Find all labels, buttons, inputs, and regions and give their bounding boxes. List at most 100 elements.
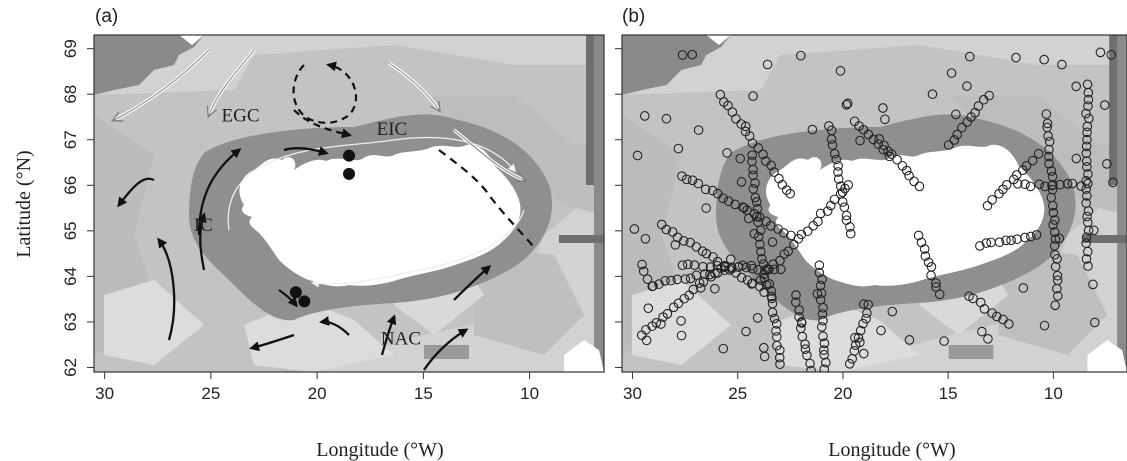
sample-marker [661, 224, 672, 235]
sample-marker [919, 244, 930, 254]
station-marker [343, 149, 355, 162]
sample-marker [962, 81, 972, 91]
sample-marker [816, 322, 827, 332]
current-label-ic: IC [194, 215, 213, 236]
sample-marker [1052, 283, 1062, 294]
sample-marker [1108, 177, 1118, 188]
station-marker [343, 167, 355, 180]
sample-marker [688, 284, 699, 295]
sample-marker [1083, 101, 1093, 111]
sample-marker [1034, 179, 1045, 190]
sample-marker [1088, 225, 1099, 236]
sample-marker [800, 339, 810, 349]
sample-marker [693, 178, 704, 189]
sample-marker [805, 358, 815, 369]
sample-marker [887, 306, 898, 317]
sample-marker [741, 326, 751, 337]
sample-marker [1083, 178, 1093, 189]
sample-marker [1081, 141, 1092, 152]
sample-marker [707, 185, 718, 196]
sample-marker [1042, 118, 1053, 129]
sample-marker [975, 241, 985, 251]
sample-marker [1048, 219, 1058, 230]
y-tick-label: 65 [61, 221, 80, 240]
y-tick-label: 62 [61, 358, 80, 377]
sample-marker [1050, 261, 1061, 272]
sample-marker [725, 265, 735, 275]
sample-marker [1021, 161, 1032, 171]
sample-marker [833, 167, 843, 177]
sample-marker [1082, 121, 1093, 132]
sample-marker [843, 98, 853, 109]
sample-marker [794, 305, 804, 315]
sample-marker [1057, 59, 1067, 70]
current-labels: EGC EIC IC NAC [194, 106, 421, 350]
sample-marker [762, 59, 773, 70]
sample-marker [1083, 169, 1093, 179]
sample-marker [769, 264, 780, 275]
sample-marker [679, 293, 690, 304]
sample-marker [698, 261, 708, 272]
current-label-eic: EIC [377, 119, 408, 140]
sample-marker [749, 228, 760, 239]
sample-marker [748, 183, 759, 194]
sample-marker [1102, 158, 1112, 169]
sample-marker [916, 237, 927, 248]
station-markers [289, 149, 355, 308]
panel-b: (b) [621, 6, 1127, 373]
sample-marker [817, 309, 828, 319]
sample-marker [699, 269, 710, 280]
y-tick-label: 69 [61, 39, 80, 58]
sample-marker [712, 260, 723, 271]
sample-marker [1047, 171, 1058, 182]
sample-marker [1053, 291, 1063, 301]
sample-marker [670, 239, 681, 250]
sample-marker [802, 226, 813, 237]
sample-marker [817, 274, 827, 285]
sample-marker [736, 272, 747, 283]
sample-marker [681, 174, 692, 185]
sample-marker [718, 343, 729, 354]
station-marker [298, 295, 311, 308]
sample-marker [727, 262, 737, 273]
sample-marker [673, 143, 684, 154]
sample-marker [656, 319, 666, 329]
sample-marker [676, 330, 687, 341]
sample-marker [693, 125, 704, 135]
sample-marker [1033, 148, 1044, 159]
sample-marker [920, 251, 931, 261]
sample-marker [647, 281, 658, 292]
station-marker [289, 286, 302, 299]
sample-marker [819, 349, 829, 360]
sample-marker [733, 262, 743, 272]
sample-marker [1047, 179, 1058, 190]
sample-marker [774, 173, 784, 184]
sample-marker [1026, 231, 1036, 242]
sample-marker [876, 325, 886, 336]
sample-marker [750, 178, 760, 188]
sample-marker [771, 325, 781, 336]
sample-marker [939, 336, 949, 346]
x-tick-label: 25 [201, 384, 220, 403]
x-tick-label: 30 [95, 384, 114, 403]
sample-marker [1048, 207, 1059, 218]
sample-marker [736, 177, 747, 187]
sample-marker [769, 313, 780, 324]
sample-marker [1081, 156, 1092, 166]
sample-marker [909, 176, 919, 187]
sample-marker [700, 184, 711, 195]
sample-marker [841, 99, 852, 110]
sample-marker [1083, 225, 1094, 236]
sample-marker [741, 262, 751, 273]
sample-marker [753, 264, 763, 275]
sample-marker [1044, 144, 1054, 155]
sample-marker [766, 160, 776, 171]
sample-marker [796, 50, 806, 61]
y-tick-label: 64 [61, 267, 80, 286]
sample-marker [638, 266, 649, 277]
sample-marker [640, 233, 651, 244]
sample-marker [720, 262, 730, 273]
sample-marker [880, 114, 890, 125]
sample-marker [1071, 81, 1081, 92]
sample-marker [977, 326, 987, 337]
